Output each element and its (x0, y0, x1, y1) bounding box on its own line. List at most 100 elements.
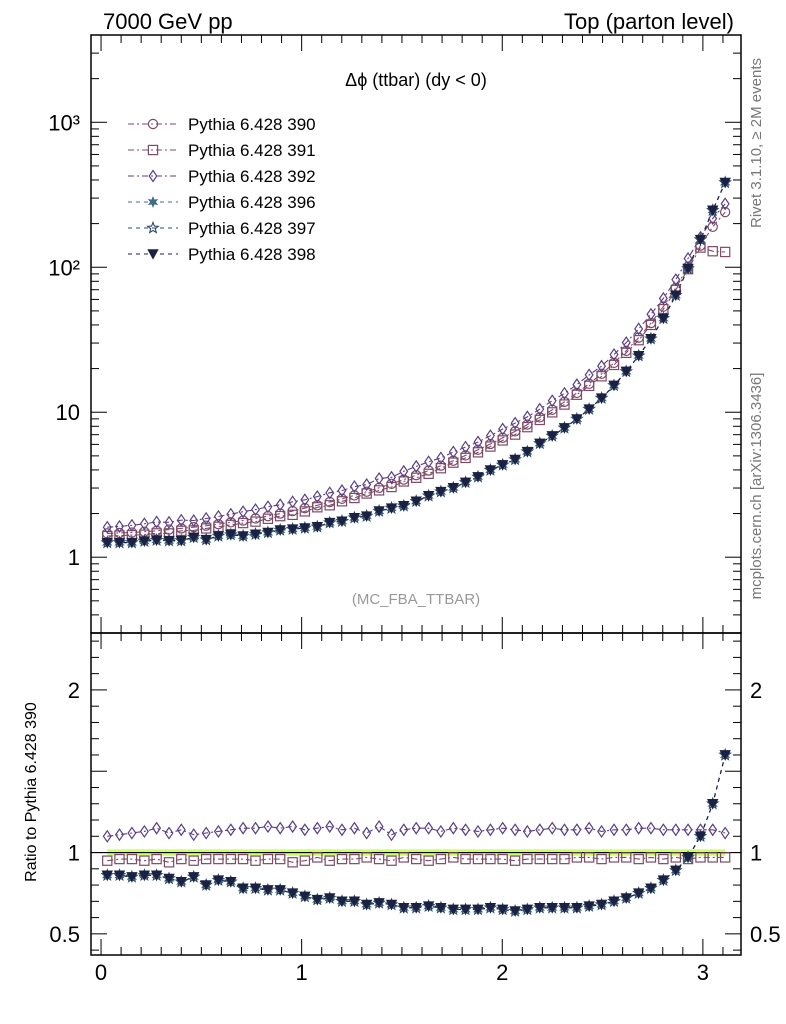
ratio-point-F (595, 899, 608, 911)
ratio-point-B (336, 853, 348, 865)
ratio-point-F (101, 870, 113, 881)
beam-energy-label: 7000 GeV pp (103, 9, 233, 34)
ratio-point-C (189, 828, 199, 842)
ratio-point-B (559, 853, 570, 865)
data-point-F (534, 438, 546, 450)
data-point-F (472, 472, 484, 483)
ratio-point-C (671, 823, 681, 837)
data-point-C (164, 515, 174, 529)
data-point-C (473, 435, 483, 449)
ratio-point-B (571, 852, 583, 863)
ratio-point-B (176, 853, 187, 865)
ratio-point-C (152, 821, 162, 835)
legend-marker-B (147, 144, 159, 156)
ratio-point-F (262, 885, 274, 896)
ratio-point-C (337, 823, 347, 837)
ratio-point-B (645, 852, 657, 863)
data-point-A (719, 206, 731, 218)
plot-title: Δϕ (ttbar) (dy < 0) (345, 70, 487, 90)
data-point-B (287, 509, 298, 521)
ratio-point-F (682, 852, 694, 864)
process-label: Top (parton level) (564, 9, 734, 34)
ratio-y-tick-label-right: 0.5 (750, 922, 781, 947)
data-point-B (707, 246, 718, 257)
ratio-point-F (249, 883, 262, 894)
legend-marker-D (147, 195, 159, 209)
data-point-B (262, 513, 274, 525)
ratio-point-C (399, 823, 409, 837)
ratio-point-F (719, 750, 731, 761)
ratio-point-F (274, 885, 286, 896)
ratio-point-C (275, 821, 285, 835)
data-point-C (461, 440, 471, 454)
data-point-F (126, 537, 138, 549)
ratio-point-B (324, 855, 335, 866)
data-point-B (633, 334, 644, 346)
data-point-C (386, 470, 397, 484)
data-point-C (646, 307, 656, 321)
ratio-point-F (496, 904, 509, 916)
ratio-point-B (349, 853, 360, 865)
x-axis: 0 1 2 3 (95, 35, 724, 985)
data-point-F (348, 512, 361, 524)
data-point-F (509, 454, 521, 466)
ratio-point-B (250, 855, 261, 866)
data-point-C (559, 386, 569, 400)
ratio-point-C (362, 826, 372, 840)
data-point-F (484, 465, 497, 476)
ratio-point-F (237, 883, 249, 894)
data-point-C (399, 464, 409, 478)
data-point-C (708, 211, 718, 226)
data-point-C (349, 480, 359, 494)
data-point-C (448, 445, 458, 459)
data-point-C (226, 507, 236, 521)
ratio-point-C (621, 823, 631, 837)
ratio-point-F (509, 906, 521, 917)
data-point-C (374, 471, 384, 486)
ratio-point-B (522, 853, 533, 865)
legend-marker-A (147, 118, 159, 130)
data-point-C (250, 503, 261, 517)
ratio-point-F (398, 903, 410, 914)
ratio-point-C (646, 821, 656, 835)
data-point-F (398, 501, 410, 512)
main-series-markers (100, 175, 732, 549)
ratio-point-F (608, 896, 620, 907)
data-point-F (138, 536, 151, 547)
ratio-point-C (448, 821, 458, 835)
ratio-point-C (597, 824, 607, 838)
ratio-point-B (386, 855, 397, 866)
data-point-B (324, 500, 335, 511)
data-point-B (497, 435, 508, 446)
data-point-C (213, 509, 223, 524)
ratio-point-B (361, 852, 372, 863)
data-point-C (300, 493, 310, 507)
data-point-C (176, 513, 186, 527)
data-point-F (608, 380, 620, 392)
ratio-point-F (212, 875, 225, 886)
data-point-C (572, 378, 582, 392)
ratio-point-B (707, 852, 718, 863)
ratio-point-B (497, 853, 508, 865)
ratio-point-B (237, 853, 249, 865)
data-point-A (707, 221, 718, 233)
data-point-C (720, 197, 730, 211)
data-point-F (595, 393, 608, 404)
ratio-y-tick-label-right: 1 (750, 841, 762, 866)
data-point-C (275, 498, 285, 512)
data-point-F (447, 483, 460, 494)
legend-label-C: Pythia 6.428 392 (188, 167, 316, 186)
ratio-point-B (411, 853, 422, 865)
mcplots-source-label: mcplots.cern.ch [arXiv:1306.3436] (748, 373, 765, 600)
data-point-F (571, 414, 583, 425)
legend-marker-F (147, 249, 159, 260)
ratio-point-B (163, 857, 175, 868)
ratio-point-F (360, 899, 373, 911)
ratio-line-B (107, 856, 726, 863)
legend-marker-C (148, 169, 158, 183)
ratio-panel-frame (90, 632, 742, 956)
data-point-C (201, 511, 211, 526)
data-point-F (286, 524, 299, 535)
main-panel: 1 10 10² 10³ Δϕ (ttbar) (dy < 0) (MC_FBA_TT… (48, 34, 742, 634)
data-point-C (139, 517, 149, 531)
